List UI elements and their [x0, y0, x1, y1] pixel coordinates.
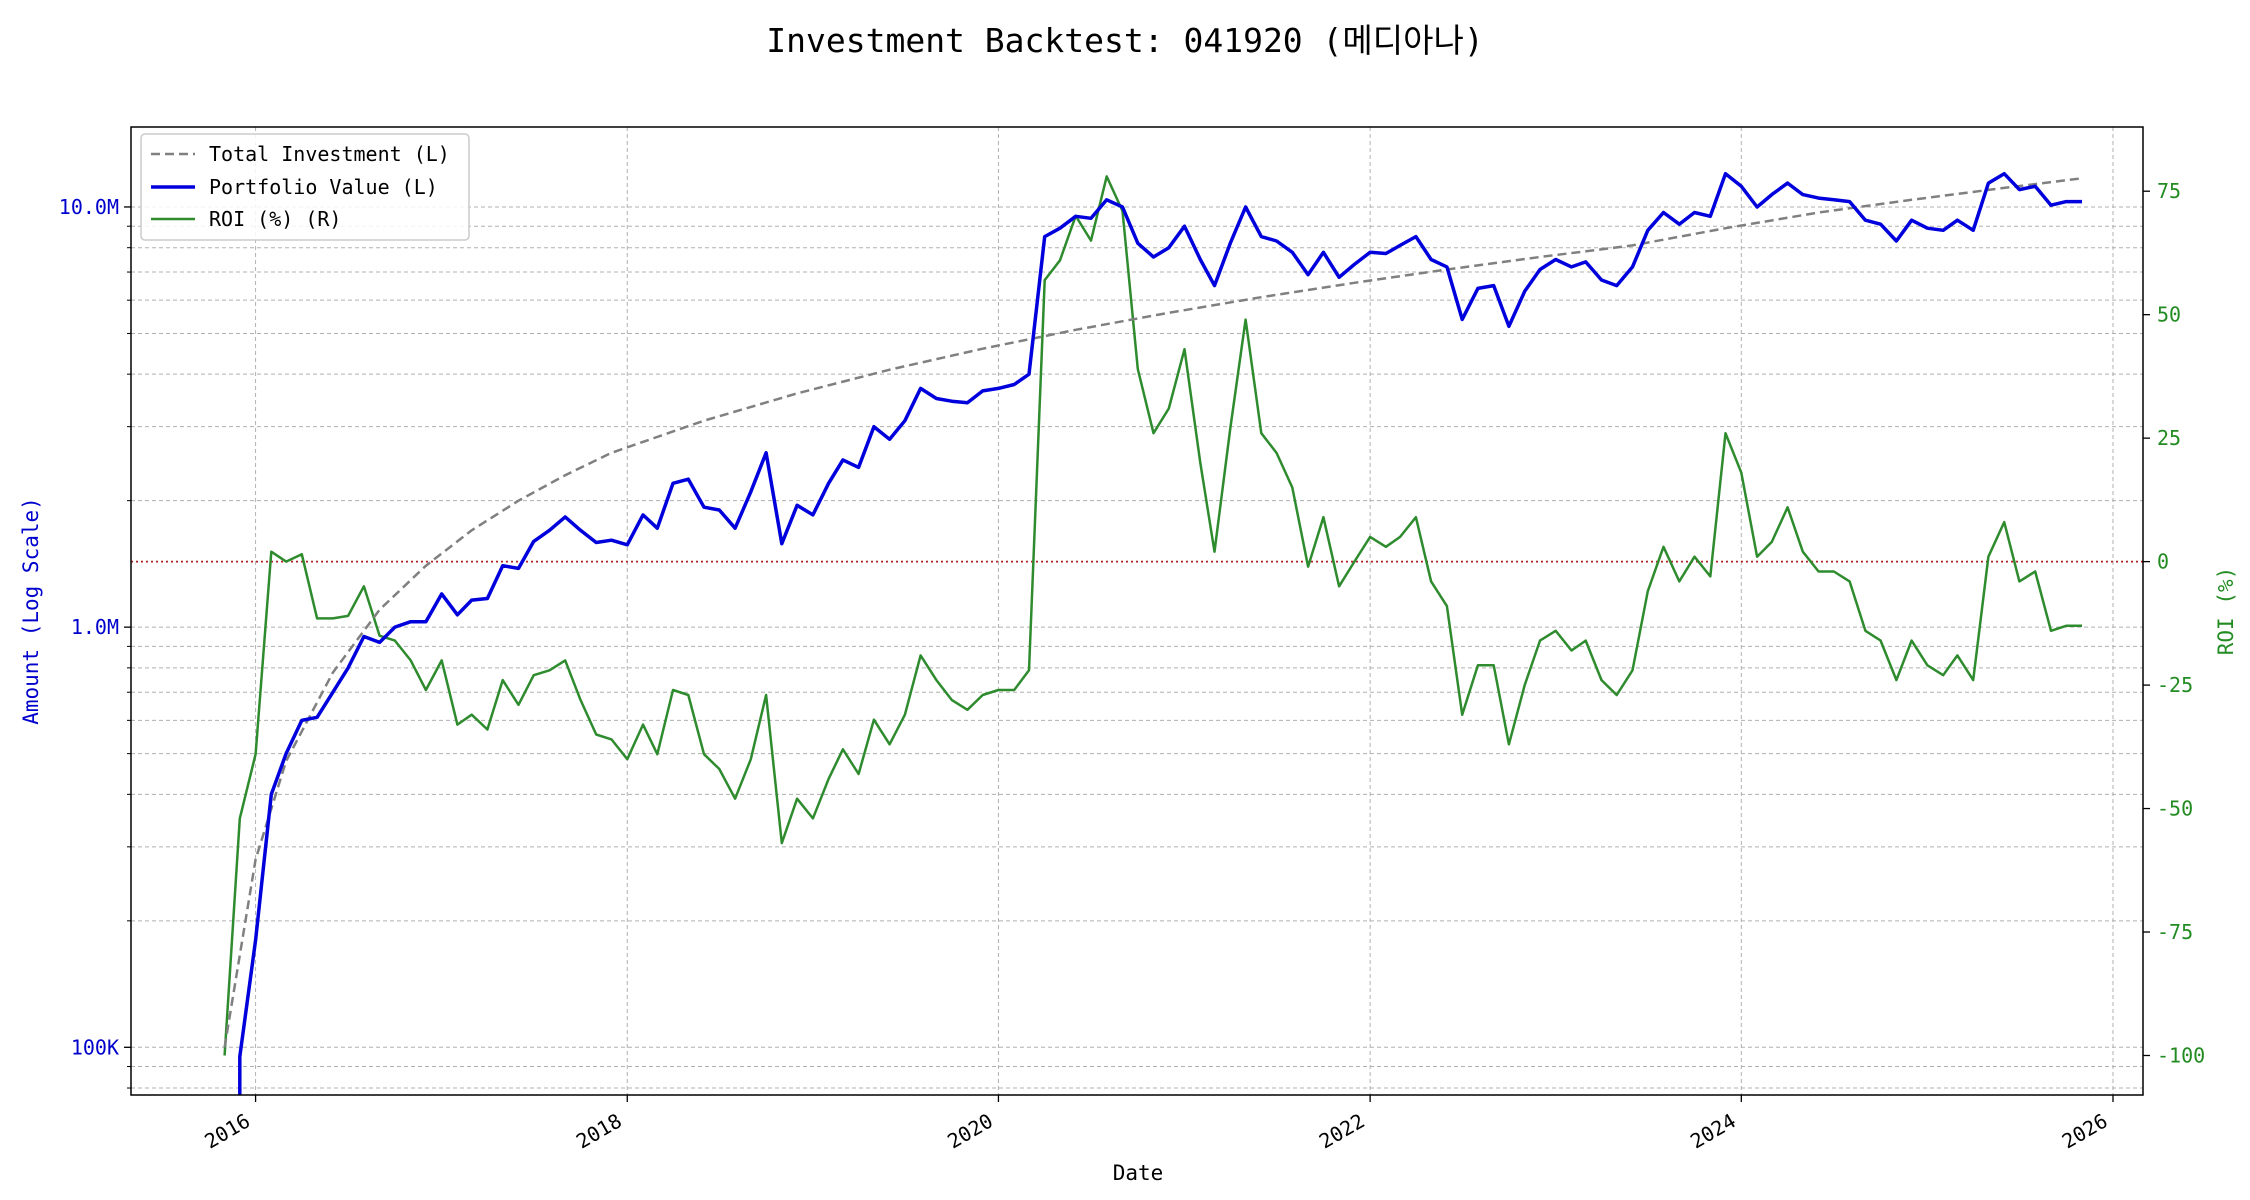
x-tick-label: 2016: [200, 1109, 254, 1154]
legend-label-investment: Total Investment (L): [209, 142, 450, 166]
legend-label-portfolio: Portfolio Value (L): [209, 175, 438, 199]
y-right-tick-label: 0: [2157, 550, 2169, 574]
grid-layer: [131, 127, 2143, 1095]
y-left-tick-label: 100K: [71, 1035, 119, 1059]
y-right-tick-label: -75: [2157, 920, 2193, 944]
y-right-tick-label: 75: [2157, 179, 2181, 203]
y-axis-right-label: ROI (%): [2214, 567, 2238, 656]
series-layer: [131, 171, 2143, 1095]
legend-label-roi: ROI (%) (R): [209, 207, 341, 231]
y-right-tick-label: -50: [2157, 797, 2193, 821]
y-left-tick-label: 1.0M: [71, 615, 119, 639]
x-tick-label: 2020: [943, 1109, 997, 1154]
y-right-tick-label: -25: [2157, 673, 2193, 697]
chart-title: Investment Backtest: 041920 (메디아나): [766, 21, 1484, 60]
investment-series-line: [223, 177, 2083, 1048]
x-tick-label: 2026: [2058, 1109, 2112, 1154]
roi-series-line: [223, 175, 2082, 1056]
legend-box: [140, 133, 470, 241]
legend: Total Investment (L) Portfolio Value (L)…: [140, 133, 470, 241]
y-right-tick-label: 25: [2157, 426, 2181, 450]
axis-layer: 2016 2018 2020 2022 2024 2026 100K 1.0M 10.0M -10…: [59, 126, 2205, 1154]
y-left-tick-label: 10.0M: [59, 195, 119, 219]
x-tick-label: 2018: [572, 1109, 626, 1154]
x-tick-label: 2024: [1686, 1109, 1740, 1154]
plot-frame: [130, 126, 2144, 1096]
x-axis-label: Date: [1113, 1161, 1164, 1185]
y-right-tick-label: -100: [2157, 1043, 2205, 1067]
portfolio-series-line: [238, 171, 2082, 1095]
x-tick-label: 2022: [1315, 1109, 1369, 1154]
y-right-tick-label: 50: [2157, 303, 2181, 327]
y-axis-left-label: Amount (Log Scale): [19, 497, 43, 725]
